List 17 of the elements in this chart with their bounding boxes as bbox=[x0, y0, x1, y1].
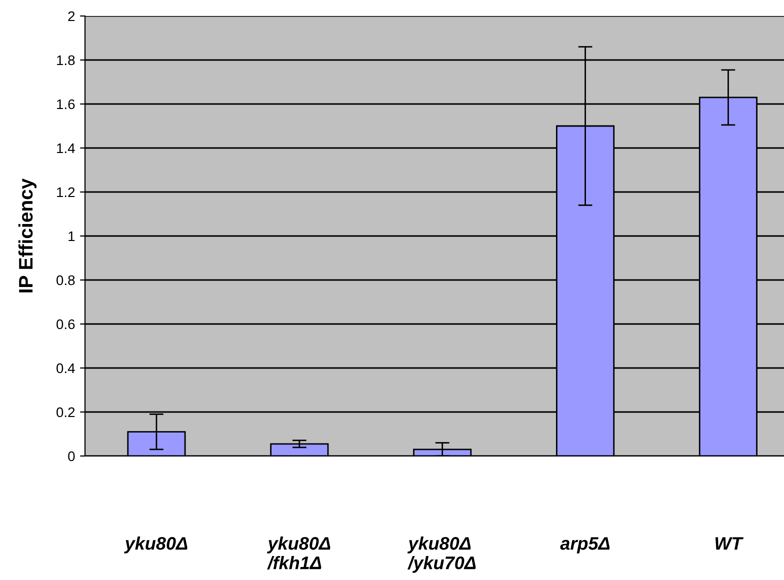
x-tick-label: yku80Δ /yku70Δ bbox=[407, 536, 476, 573]
y-tick-label: 1 bbox=[68, 231, 75, 242]
y-tick-label: 1.8 bbox=[57, 55, 75, 66]
y-tick-label: 0.4 bbox=[56, 363, 75, 374]
y-tick-label: 2 bbox=[68, 11, 75, 22]
y-tick-label: 0.6 bbox=[56, 319, 75, 330]
y-tick-label: 1.2 bbox=[57, 187, 75, 198]
x-tick-label: yku80Δ bbox=[124, 536, 188, 554]
y-tick-label: 1.4 bbox=[57, 143, 75, 154]
x-tick-label: WT bbox=[716, 537, 744, 550]
y-axis-title: IP Efficiency bbox=[18, 178, 37, 292]
y-tick-label: 0.2 bbox=[56, 407, 75, 418]
x-tick-label: yku80Δ /fkh1Δ bbox=[266, 536, 330, 570]
y-tick-label: 0.8 bbox=[56, 275, 75, 286]
x-tick-label: arp5Δ bbox=[560, 537, 610, 554]
y-tick-label: 1.6 bbox=[57, 99, 75, 110]
y-tick-label: 0 bbox=[68, 451, 75, 462]
